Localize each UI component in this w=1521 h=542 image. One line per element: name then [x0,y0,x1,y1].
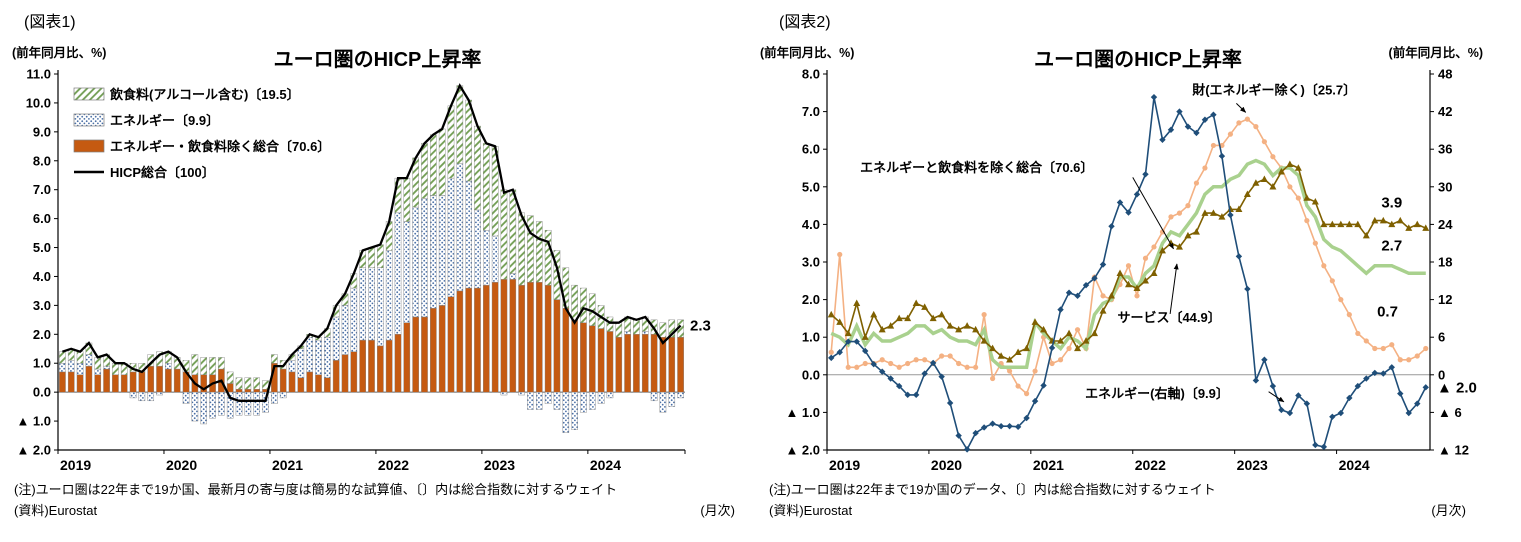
svg-text:エネルギー〔9.9〕: エネルギー〔9.9〕 [110,113,219,128]
svg-text:9.0: 9.0 [33,124,51,139]
svg-text:HICP総合〔100〕: HICP総合〔100〕 [110,165,215,180]
svg-text:3.9: 3.9 [1381,194,1402,211]
svg-text:▲ 6: ▲ 6 [1438,405,1462,420]
svg-text:1.0: 1.0 [802,330,820,345]
figure1-note: (注)ユーロ圏は22年まで19か国、最新月の寄与度は簡易的な試算値、〔〕内は総合… [14,482,618,497]
svg-text:2021: 2021 [272,457,303,473]
svg-text:6.0: 6.0 [33,211,51,226]
svg-text:0: 0 [1438,367,1445,382]
svg-text:2024: 2024 [590,457,621,473]
svg-text:2023: 2023 [484,457,515,473]
svg-text:3.0: 3.0 [802,255,820,270]
svg-text:30: 30 [1438,179,1452,194]
svg-text:▲ 2.0: ▲ 2.0 [16,443,51,458]
figure2-chart-canvas: ▲ 2.0 ▲ 1.0 0.0 1.0 2.0 3.0 4.0 5.0 6.0 7.0 8.0 ▲ 1… [785,67,1477,474]
svg-text:飲食料(アルコール含む)〔19.5〕: 飲食料(アルコール含む)〔19.5〕 [109,87,300,102]
fig1-legend: 飲食料(アルコール含む)〔19.5〕エネルギー〔9.9〕エネルギー・飲食料除く総… [73,87,330,180]
svg-text:▲ 12: ▲ 12 [1438,443,1469,458]
svg-text:エネルギー・飲食料除く総合〔70.6〕: エネルギー・飲食料除く総合〔70.6〕 [110,139,330,154]
svg-text:2.0: 2.0 [802,292,820,307]
fig2-series-0 [828,116,1429,397]
svg-text:24: 24 [1438,217,1453,232]
figure1-chart-title: ユーロ圏のHICP上昇率 [273,49,482,71]
svg-text:4.0: 4.0 [802,217,820,232]
svg-text:▲ 1.0: ▲ 1.0 [16,414,51,429]
figure2-chart-title: ユーロ圏のHICP上昇率 [1034,49,1242,71]
fig1-stacked-bars [59,85,684,433]
svg-text:18: 18 [1438,255,1452,270]
svg-text:3.0: 3.0 [33,298,51,313]
svg-text:エネルギーと飲食料を除く総合〔70.6〕: エネルギーと飲食料を除く総合〔70.6〕 [860,160,1093,175]
svg-text:2020: 2020 [166,457,197,473]
svg-text:2022: 2022 [378,457,409,473]
svg-text:0.7: 0.7 [1377,304,1398,321]
fig2-series-2 [827,160,1430,363]
figure2-frequency-label: (月次) [1431,503,1466,518]
figure1-left-axis-unit-label: (前年同月比、%) [12,46,107,60]
svg-text:11.0: 11.0 [26,67,51,82]
svg-text:2019: 2019 [829,457,860,473]
svg-text:5.0: 5.0 [33,240,51,255]
svg-text:0.0: 0.0 [33,385,51,400]
svg-text:▲ 2.0: ▲ 2.0 [785,443,820,458]
svg-text:2022: 2022 [1135,457,1166,473]
svg-text:36: 36 [1438,142,1452,157]
svg-text:エネルギー(右軸)〔9.9〕: エネルギー(右軸)〔9.9〕 [1085,386,1229,401]
figure1-chart-canvas: ▲ 2.0 ▲ 1.0 0.0 1.0 2.0 3.0 4.0 5.0 6.0 7.0 8.0 9.0… [16,67,711,474]
svg-text:6: 6 [1438,330,1445,345]
figure2-right-axis-unit-label: (前年同月比、%) [1388,46,1483,60]
figure1-source: (資料)Eurostat [14,503,98,518]
figure2-left-axis-unit-label: (前年同月比、%) [760,46,855,60]
svg-text:2.0: 2.0 [33,327,51,342]
figure2-heading: (図表2) [779,14,831,31]
figure1-frequency-label: (月次) [700,503,735,518]
svg-text:7.0: 7.0 [802,104,820,119]
svg-text:8.0: 8.0 [802,67,820,82]
svg-text:2024: 2024 [1339,457,1370,473]
svg-text:48: 48 [1438,67,1452,82]
svg-text:12: 12 [1438,292,1452,307]
svg-text:10.0: 10.0 [26,95,51,110]
svg-text:▲ 2.0: ▲ 2.0 [1437,379,1477,396]
figure2-note: (注)ユーロ圏は22年まで19か国のデータ、〔〕内は総合指数に対するウェイト [769,482,1216,497]
figure1-panel: (図表1) (前年同月比、%) ユーロ圏のHICP上昇率 ▲ 2.0 ▲ 1.0 0… [0,0,755,542]
svg-text:1.0: 1.0 [33,356,51,371]
fig2-series-1 [830,158,1426,370]
svg-text:4.0: 4.0 [33,269,51,284]
svg-text:2023: 2023 [1237,457,1268,473]
svg-text:0.0: 0.0 [802,367,820,382]
svg-text:2.7: 2.7 [1381,238,1402,255]
svg-text:2020: 2020 [931,457,962,473]
svg-text:▲ 1.0: ▲ 1.0 [785,405,820,420]
svg-text:7.0: 7.0 [33,182,51,197]
svg-text:6.0: 6.0 [802,142,820,157]
svg-text:5.0: 5.0 [802,179,820,194]
svg-text:2021: 2021 [1033,457,1064,473]
figure2-panel: (図表2) (前年同月比、%) (前年同月比、%) ユーロ圏のHICP上昇率 ▲… [755,0,1521,542]
svg-text:サービス〔44.9〕: サービス〔44.9〕 [1117,310,1220,325]
fig1-hicp-total-line [62,83,682,402]
svg-text:8.0: 8.0 [33,153,51,168]
svg-text:2019: 2019 [60,457,91,473]
svg-text:42: 42 [1438,104,1452,119]
figure1-heading: (図表1) [24,14,76,31]
figure2-source: (資料)Eurostat [769,503,853,518]
svg-text:財(エネルギー除く)〔25.7〕: 財(エネルギー除く)〔25.7〕 [1191,83,1356,98]
svg-text:2.3: 2.3 [690,318,711,335]
